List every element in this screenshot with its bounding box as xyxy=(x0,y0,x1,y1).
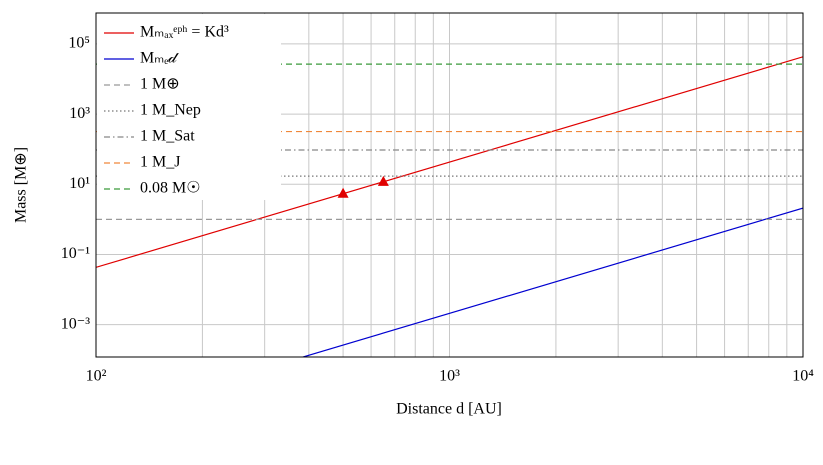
legend-label: Mₘₑ𝒹 xyxy=(140,50,179,67)
y-tick-label: 10⁻¹ xyxy=(61,245,90,262)
legend-box xyxy=(97,14,281,200)
y-tick-label: 10⁻³ xyxy=(61,315,90,332)
y-axis-label: Mass [M⊕] xyxy=(13,147,30,223)
series-line xyxy=(300,207,803,357)
series-line xyxy=(96,56,803,268)
marker xyxy=(337,187,349,198)
legend-label: 1 M⊕ xyxy=(140,76,180,93)
x-tick-label: 10² xyxy=(86,368,107,385)
y-tick-label: 10¹ xyxy=(69,175,90,192)
legend-label: 1 M_Nep xyxy=(140,102,201,119)
grid xyxy=(95,13,804,357)
marker xyxy=(377,175,389,186)
legend-label: 1 M_J xyxy=(140,154,180,171)
y-tick-label: 10⁵ xyxy=(68,35,90,52)
legend-label: Mₘₐₓᵉᵖʰ = Kd³ xyxy=(140,24,229,41)
plot-frame xyxy=(95,12,804,358)
legend-label: 1 M_Sat xyxy=(140,128,195,145)
labels: 10² 10³ 10⁴ 10⁻³ 10⁻¹ 10¹ 10³ 10⁵ xyxy=(61,35,814,385)
x-tick-label: 10³ xyxy=(439,368,460,385)
legend: Mₘₐₓᵉᵖʰ = Kd³ Mₘₑ𝒹 1 M⊕ 1 M_Nep 1 M_Sat 1 M_J… xyxy=(97,14,281,200)
x-axis-label: Distance d [AU] xyxy=(396,401,502,418)
x-tick-label: 10⁴ xyxy=(792,368,814,385)
y-tick-label: 10³ xyxy=(69,105,90,122)
legend-label: 0.08 M☉ xyxy=(140,180,201,197)
